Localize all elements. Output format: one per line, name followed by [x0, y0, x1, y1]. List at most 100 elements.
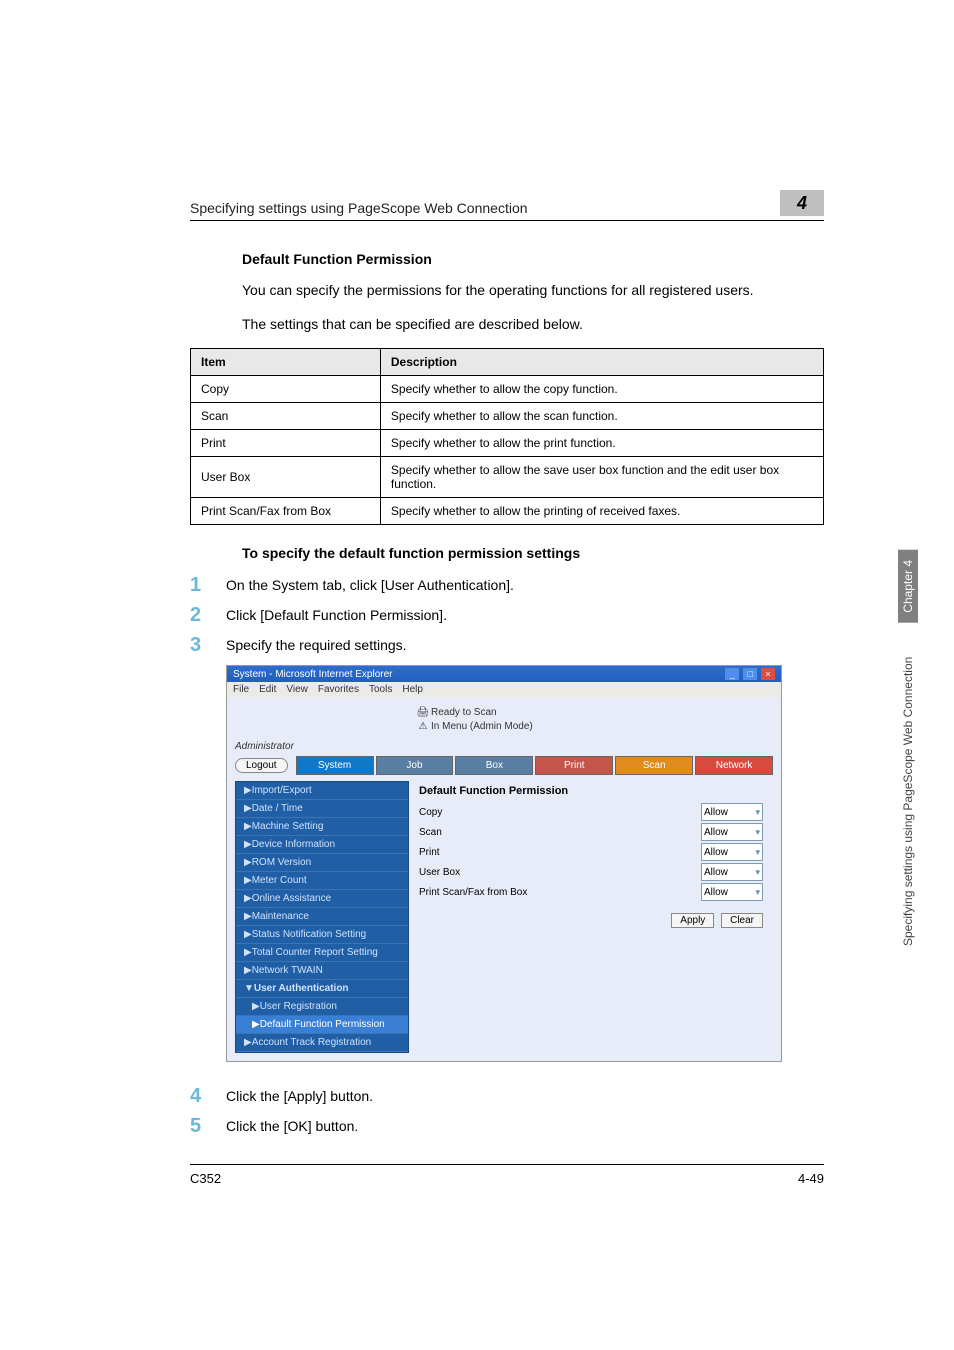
minimize-icon[interactable]: _ [725, 668, 739, 680]
field-label: User Box [419, 867, 701, 878]
chevron-down-icon: ▾ [755, 887, 760, 898]
menu-tools[interactable]: Tools [369, 684, 392, 695]
sidebar-item[interactable]: ▶Network TWAIN [236, 962, 408, 980]
heading-steps: To specify the default function permissi… [242, 545, 824, 561]
table-cell-item: Scan [191, 403, 381, 430]
sidebar-item[interactable]: ▶Online Assistance [236, 890, 408, 908]
field-select[interactable]: Allow ▾ [701, 803, 763, 821]
sidebar-item[interactable]: ▶Default Function Permission [236, 1016, 408, 1034]
step-text: Click the [Apply] button. [226, 1086, 373, 1104]
tab-scan[interactable]: Scan [615, 756, 693, 775]
heading-permission: Default Function Permission [242, 251, 824, 267]
table-row: PrintSpecify whether to allow the print … [191, 430, 824, 457]
window-buttons: _ □ × [724, 668, 775, 680]
th-desc: Description [380, 349, 823, 376]
field-row: CopyAllow ▾ [419, 803, 763, 821]
close-icon[interactable]: × [761, 668, 775, 680]
chevron-down-icon: ▾ [755, 867, 760, 878]
step-number: 2 [190, 605, 226, 625]
table-cell-item: Print Scan/Fax from Box [191, 498, 381, 525]
menu-favorites[interactable]: Favorites [318, 684, 359, 695]
maximize-icon[interactable]: □ [743, 668, 757, 680]
table-row: User BoxSpecify whether to allow the sav… [191, 457, 824, 498]
tab-job[interactable]: Job [376, 756, 454, 775]
step-number: 5 [190, 1116, 226, 1136]
step-number: 4 [190, 1086, 226, 1106]
field-select[interactable]: Allow ▾ [701, 843, 763, 861]
sidebar-item[interactable]: ▶ROM Version [236, 854, 408, 872]
tab-print[interactable]: Print [535, 756, 613, 775]
status-ready: Ready to Scan [431, 707, 497, 718]
field-label: Print [419, 847, 701, 858]
field-row: Print Scan/Fax from BoxAllow▾ [419, 883, 763, 901]
sidebar-item[interactable]: ▶Status Notification Setting [236, 926, 408, 944]
menu-view[interactable]: View [286, 684, 308, 695]
sidebar-item[interactable]: ▶Total Counter Report Setting [236, 944, 408, 962]
chapter-badge: 4 [780, 190, 824, 216]
warning-icon: ⚠ [415, 721, 431, 732]
status-mode: In Menu (Admin Mode) [431, 721, 533, 732]
step-number: 1 [190, 575, 226, 595]
table-cell-item: Copy [191, 376, 381, 403]
logout-button[interactable]: Logout [235, 758, 288, 773]
field-value: Allow [704, 867, 728, 878]
sidebar-item[interactable]: ▶Account Track Registration [236, 1034, 408, 1052]
step-text: Specify the required settings. [226, 635, 407, 653]
table-row: CopySpecify whether to allow the copy fu… [191, 376, 824, 403]
apply-button[interactable]: Apply [671, 913, 714, 928]
table-intro: The settings that can be specified are d… [242, 315, 824, 335]
table-cell-item: Print [191, 430, 381, 457]
sidebar-item[interactable]: ▼User Authentication [236, 980, 408, 998]
step: 2Click [Default Function Permission]. [190, 605, 824, 625]
field-value: Allow [704, 807, 728, 818]
sidebar-item[interactable]: ▶Maintenance [236, 908, 408, 926]
table-cell-desc: Specify whether to allow the scan functi… [380, 403, 823, 430]
field-value: Allow [704, 887, 728, 898]
sidebar-item[interactable]: ▶Machine Setting [236, 818, 408, 836]
sidebar-item[interactable]: ▶User Registration [236, 998, 408, 1016]
table-cell-item: User Box [191, 457, 381, 498]
table-row: ScanSpecify whether to allow the scan fu… [191, 403, 824, 430]
chevron-down-icon: ▾ [755, 807, 760, 818]
step-number: 3 [190, 635, 226, 655]
chevron-down-icon: ▾ [755, 847, 760, 858]
field-select[interactable]: Allow ▾ [701, 883, 763, 901]
step: 3Specify the required settings. [190, 635, 824, 655]
field-value: Allow [704, 847, 728, 858]
field-label: Scan [419, 827, 701, 838]
chevron-down-icon: ▾ [755, 827, 760, 838]
screenshot: System - Microsoft Internet Explorer _ □… [226, 665, 782, 1062]
admin-label: Administrator [235, 741, 773, 752]
table-cell-desc: Specify whether to allow the printing of… [380, 498, 823, 525]
field-row: PrintAllow ▾ [419, 843, 763, 861]
sidebar-item[interactable]: ▶Import/Export [236, 782, 408, 800]
field-value: Allow [704, 827, 728, 838]
tab-network[interactable]: Network [695, 756, 773, 775]
footer-model: C352 [190, 1171, 221, 1186]
step: 1On the System tab, click [User Authenti… [190, 575, 824, 595]
field-row: User BoxAllow ▾ [419, 863, 763, 881]
step-text: Click [Default Function Permission]. [226, 605, 447, 623]
step: 5Click the [OK] button. [190, 1116, 824, 1136]
menu-edit[interactable]: Edit [259, 684, 276, 695]
tab-system[interactable]: System [296, 756, 374, 775]
field-label: Copy [419, 807, 701, 818]
printer-icon: 🖨 [415, 707, 431, 718]
step-text: Click the [OK] button. [226, 1116, 358, 1134]
step-text: On the System tab, click [User Authentic… [226, 575, 514, 593]
tab-box[interactable]: Box [455, 756, 533, 775]
sidebar-item[interactable]: ▶Date / Time [236, 800, 408, 818]
table-cell-desc: Specify whether to allow the copy functi… [380, 376, 823, 403]
field-select[interactable]: Allow ▾ [701, 823, 763, 841]
field-select[interactable]: Allow ▾ [701, 863, 763, 881]
menu-help[interactable]: Help [402, 684, 423, 695]
side-chapter-label: Chapter 4 [898, 550, 918, 623]
clear-button[interactable]: Clear [721, 913, 763, 928]
menu-file[interactable]: File [233, 684, 249, 695]
sidebar-item[interactable]: ▶Device Information [236, 836, 408, 854]
table-row: Print Scan/Fax from BoxSpecify whether t… [191, 498, 824, 525]
menubar: File Edit View Favorites Tools Help [227, 682, 781, 697]
intro-paragraph: You can specify the permissions for the … [242, 281, 824, 301]
table-cell-desc: Specify whether to allow the print funct… [380, 430, 823, 457]
sidebar-item[interactable]: ▶Meter Count [236, 872, 408, 890]
